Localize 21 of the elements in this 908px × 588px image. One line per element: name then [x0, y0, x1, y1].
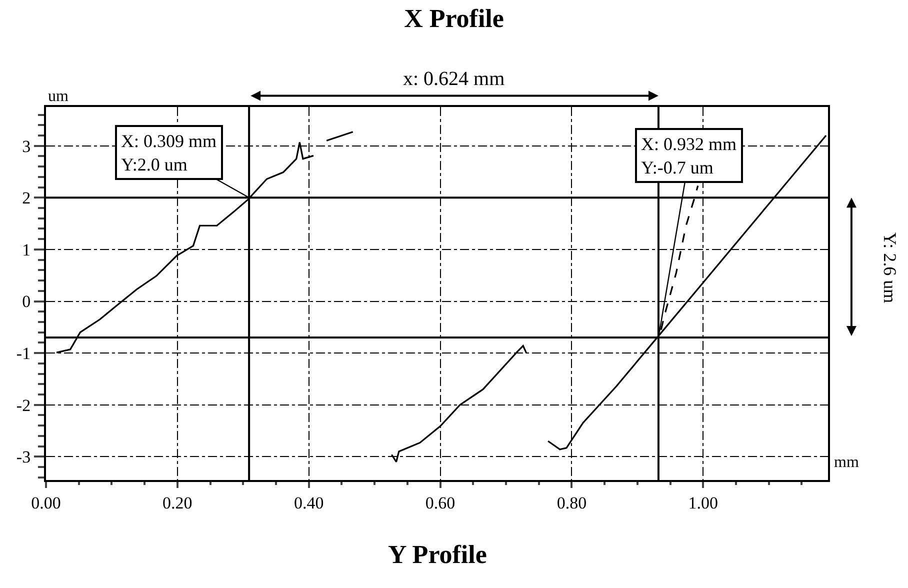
annotation: X: 0.309 mm Y:2.0 um [121, 131, 217, 174]
text: Y Profile [388, 540, 487, 569]
x-tick-label: 0.40 [294, 493, 324, 512]
chart-title: X Profile [404, 4, 504, 34]
x-tick-label: 0.60 [425, 493, 456, 512]
y-tick-label: -3 [16, 448, 31, 467]
x-tick-label: 0.80 [556, 493, 587, 512]
y-tick-label: 1 [22, 240, 31, 260]
x-tick-label: 0.00 [31, 493, 61, 512]
x-axis-title: mm [834, 454, 860, 471]
y-tick-label: 0 [22, 292, 31, 312]
y-axis-title: um [48, 88, 69, 105]
text: x: 0.624 mm [403, 68, 506, 90]
y-tick-label: -1 [16, 344, 31, 364]
text: Y: 2.6 um [880, 232, 900, 304]
annotation: X: 0.932 mm Y:-0.7 um [641, 134, 737, 178]
x-tick-label: 1.00 [688, 493, 718, 512]
y-tick-label: 3 [22, 136, 31, 156]
y-tick-label: 2 [22, 188, 31, 208]
x-tick-label: 0.20 [162, 493, 192, 512]
y-tick-label: -2 [16, 396, 31, 415]
